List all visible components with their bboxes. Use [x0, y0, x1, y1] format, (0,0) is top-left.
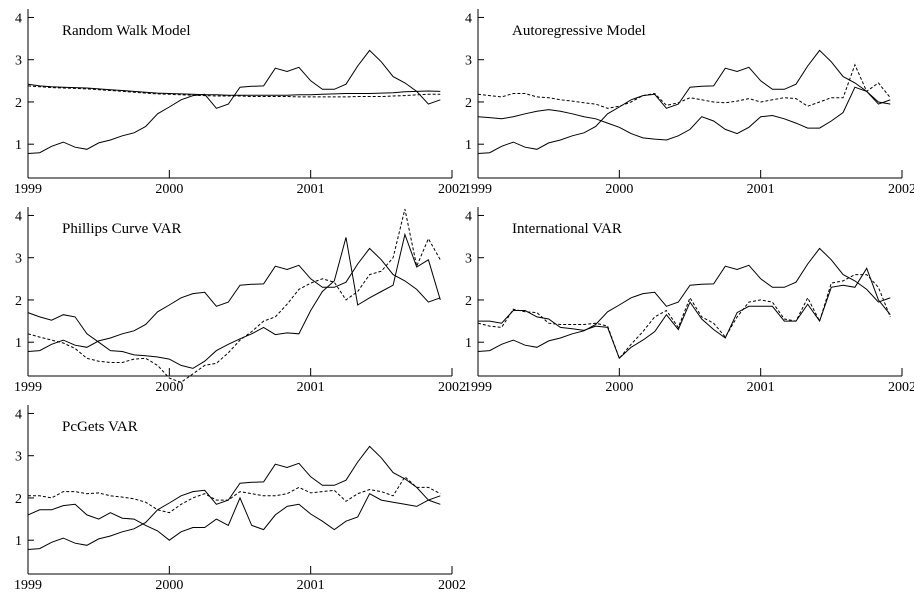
series-line	[27, 247, 441, 352]
chart-title: PcGets VAR	[62, 419, 138, 435]
y-tick-label: 3	[465, 252, 472, 267]
x-tick-label: 2002	[888, 380, 914, 395]
y-tick-label: 1	[15, 138, 22, 153]
x-tick-label: 1999	[14, 182, 42, 197]
series-line	[477, 49, 891, 154]
series-line	[27, 232, 441, 369]
x-tick-label: 2001	[297, 578, 325, 593]
y-tick-label: 2	[15, 96, 22, 111]
y-tick-label: 2	[15, 294, 22, 309]
x-tick-label: 1999	[14, 578, 42, 593]
y-tick-label: 4	[465, 11, 472, 26]
x-tick-label: 2000	[155, 578, 183, 593]
x-tick-label: 1999	[464, 380, 492, 395]
y-tick-label: 1	[15, 336, 22, 351]
x-tick-label: 2002	[888, 182, 914, 197]
series-line	[477, 63, 891, 109]
y-tick-label: 1	[465, 336, 472, 351]
y-tick-label: 2	[15, 492, 22, 507]
series-line	[27, 493, 441, 541]
series-line	[477, 247, 891, 352]
series-line	[27, 208, 441, 383]
y-tick-label: 3	[465, 54, 472, 69]
chart-title: Autoregressive Model	[512, 23, 646, 39]
series-line	[27, 445, 441, 550]
series-line	[28, 476, 441, 514]
y-tick-label: 2	[465, 96, 472, 111]
series-line	[27, 85, 441, 98]
x-tick-label: 1999	[14, 380, 42, 395]
y-tick-label: 1	[15, 534, 22, 549]
y-tick-label: 3	[15, 54, 22, 69]
x-tick-label: 2000	[155, 182, 183, 197]
series-line	[477, 274, 891, 360]
chart-title: Phillips Curve VAR	[62, 221, 181, 237]
x-tick-label: 2001	[747, 182, 775, 197]
x-tick-label: 2002	[438, 182, 466, 197]
y-tick-label: 4	[465, 209, 472, 224]
y-tick-label: 3	[15, 252, 22, 267]
x-tick-label: 2001	[747, 380, 775, 395]
chart-title: International VAR	[512, 221, 622, 237]
y-tick-label: 1	[465, 138, 472, 153]
x-tick-label: 2000	[605, 182, 633, 197]
x-tick-label: 2002	[438, 380, 466, 395]
y-tick-label: 3	[15, 450, 22, 465]
y-tick-label: 4	[15, 209, 22, 224]
series-line	[27, 49, 441, 154]
series-line	[477, 86, 891, 141]
x-tick-label: 2001	[297, 380, 325, 395]
x-tick-label: 2001	[297, 182, 325, 197]
x-tick-label: 2000	[155, 380, 183, 395]
y-tick-label: 4	[15, 11, 22, 26]
y-tick-label: 2	[465, 294, 472, 309]
x-tick-label: 2002	[438, 578, 466, 593]
x-tick-label: 2000	[605, 380, 633, 395]
y-tick-label: 4	[15, 407, 22, 422]
series-line	[27, 83, 441, 96]
x-tick-label: 1999	[464, 182, 492, 197]
chart-title: Random Walk Model	[62, 23, 191, 39]
